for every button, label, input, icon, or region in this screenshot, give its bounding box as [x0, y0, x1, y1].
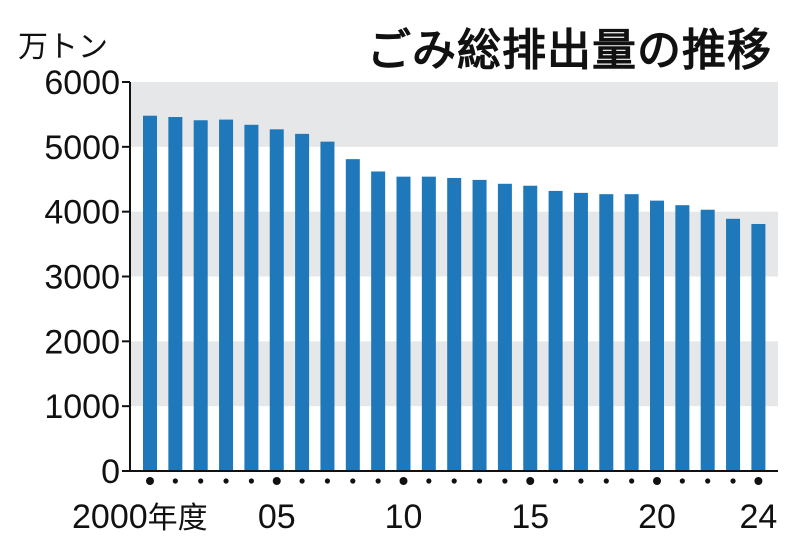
bar-2006	[295, 133, 310, 471]
x-tick-dot	[451, 478, 457, 484]
x-tick-dot	[146, 477, 154, 485]
bar-2001	[168, 117, 183, 471]
bar-2008	[345, 159, 360, 471]
y-tick-label: 0	[101, 453, 120, 491]
x-tick-dot	[248, 478, 254, 484]
x-tick-dot	[629, 478, 635, 484]
y-tick-label: 4000	[44, 194, 120, 232]
y-tick-label: 3000	[44, 259, 120, 297]
x-tick-dot	[198, 478, 204, 484]
bar-2022	[700, 209, 715, 471]
x-tick-dot	[476, 478, 483, 484]
x-tick-dot	[399, 477, 408, 485]
bar-2015	[523, 185, 538, 471]
x-tick-label: 10	[385, 498, 423, 536]
y-axis-ticks: 0 1000 2000 3000 4000 5000 6000	[44, 64, 130, 491]
chart-title: ごみ総排出量の推移	[367, 25, 772, 76]
x-tick-dot	[553, 478, 559, 484]
x-tick-label: 24	[739, 498, 777, 536]
grid-band	[130, 82, 778, 147]
x-tick-dot	[350, 478, 356, 484]
bar-2024	[751, 223, 766, 471]
bar-2016	[548, 190, 563, 472]
bar-2017	[573, 192, 588, 472]
x-tick-dot	[653, 477, 661, 485]
bar-2019	[624, 194, 639, 471]
x-tick-dot	[272, 477, 281, 485]
y-axis-unit: 万トン	[18, 30, 108, 65]
bar-2000	[143, 115, 157, 472]
bar-2020	[650, 200, 664, 471]
x-tick-dot	[172, 478, 178, 484]
bars	[143, 115, 766, 472]
x-tick-label: 20	[638, 498, 676, 536]
x-axis-ticks: 2000年度 05 10 15 20 24	[72, 477, 777, 536]
bar-2010	[396, 176, 411, 471]
bar-2023	[726, 218, 741, 471]
y-tick-label: 2000	[44, 323, 120, 361]
x-tick-label: 15	[511, 498, 549, 536]
x-tick-dot	[679, 478, 685, 484]
x-tick-label-first: 2000年度	[72, 498, 208, 536]
x-tick-dot	[705, 478, 711, 484]
x-tick-label: 05	[258, 498, 296, 536]
bar-2013	[472, 179, 487, 472]
y-tick-label: 5000	[44, 129, 120, 167]
x-tick-dot	[299, 478, 305, 484]
bar-2018	[599, 194, 614, 471]
y-tick-label: 6000	[44, 64, 120, 102]
x-tick-dot	[426, 478, 432, 484]
x-tick-dot	[324, 478, 331, 484]
x-tick-dot	[754, 477, 763, 485]
bar-2005	[269, 129, 284, 471]
x-tick-dot	[730, 478, 736, 484]
x-tick-dot	[223, 478, 229, 484]
bar-2004	[244, 124, 259, 471]
bar-2002	[193, 120, 208, 472]
bar-2007	[320, 141, 335, 471]
bar-2012	[447, 177, 462, 471]
x-tick-dot	[526, 477, 535, 485]
bar-2011	[421, 176, 436, 471]
bar-2014	[497, 183, 512, 471]
bar-2003	[219, 119, 234, 471]
x-tick-dot	[375, 478, 381, 484]
y-tick-label: 1000	[44, 388, 120, 426]
bar-2021	[675, 205, 690, 471]
axes	[129, 82, 778, 472]
x-tick-dot	[502, 478, 508, 484]
x-tick-dot	[578, 478, 584, 484]
x-tick-dot	[603, 478, 609, 484]
bar-2009	[371, 171, 386, 471]
